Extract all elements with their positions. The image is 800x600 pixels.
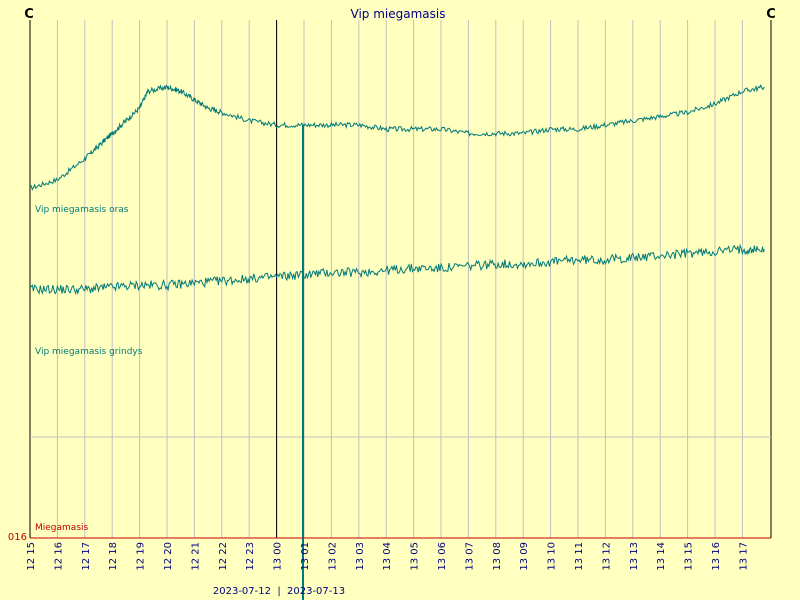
x-tick-label: 13 12 — [601, 542, 612, 571]
x-tick-label: 13 13 — [629, 542, 640, 571]
series-label-miegamasis: Miegamasis — [35, 523, 89, 533]
x-tick-label: 12 23 — [245, 542, 256, 571]
date-separator: | — [277, 586, 280, 597]
x-tick-label: 13 14 — [656, 542, 667, 571]
y-tick-label: 016 — [8, 532, 27, 543]
x-tick-label: 12 17 — [81, 542, 92, 571]
corner-label-right: C — [766, 7, 776, 22]
x-tick-label: 12 19 — [136, 542, 147, 571]
x-tick-label: 13 10 — [547, 542, 558, 571]
x-tick-label: 13 15 — [684, 542, 695, 571]
x-tick-label: 13 06 — [437, 542, 448, 571]
x-tick-label: 13 17 — [738, 542, 749, 571]
x-tick-label: 13 03 — [355, 542, 366, 571]
x-tick-label: 13 16 — [711, 542, 722, 571]
x-tick-labels: 12 15 12 16 12 17 12 18 12 19 12 20 12 21 12 22… — [26, 542, 749, 571]
date-label-right: 2023-07-13 — [287, 586, 345, 597]
chart-grid — [29, 20, 743, 538]
x-tick-label: 13 02 — [327, 542, 338, 571]
x-tick-label: 12 18 — [108, 542, 119, 571]
chart-title: Vip miegamasis — [351, 7, 446, 21]
series-line-1 — [29, 243, 765, 296]
series-label-grindys: Vip miegamasis grindys — [35, 347, 143, 357]
x-tick-label: 13 00 — [273, 542, 284, 571]
x-tick-label: 13 04 — [382, 542, 393, 571]
x-tick-label: 13 08 — [492, 542, 503, 571]
series-label-oras: Vip miegamasis oras — [35, 205, 129, 215]
x-tick-label: 13 09 — [519, 542, 530, 571]
x-tick-label: 13 05 — [410, 542, 421, 571]
x-tick-label: 12 22 — [218, 542, 229, 571]
series-layer — [29, 84, 765, 600]
x-tick-label: 13 01 — [300, 542, 311, 571]
x-tick-label: 12 20 — [163, 542, 174, 571]
date-label-left: 2023-07-12 — [213, 586, 271, 597]
x-tick-label: 12 21 — [190, 542, 201, 571]
x-tick-label: 12 15 — [26, 542, 37, 571]
x-tick-label: 13 07 — [464, 542, 475, 571]
series-line-0 — [29, 84, 765, 191]
x-tick-label: 12 16 — [53, 542, 64, 571]
x-tick-label: 13 11 — [574, 542, 585, 571]
corner-label-left: C — [24, 7, 34, 22]
